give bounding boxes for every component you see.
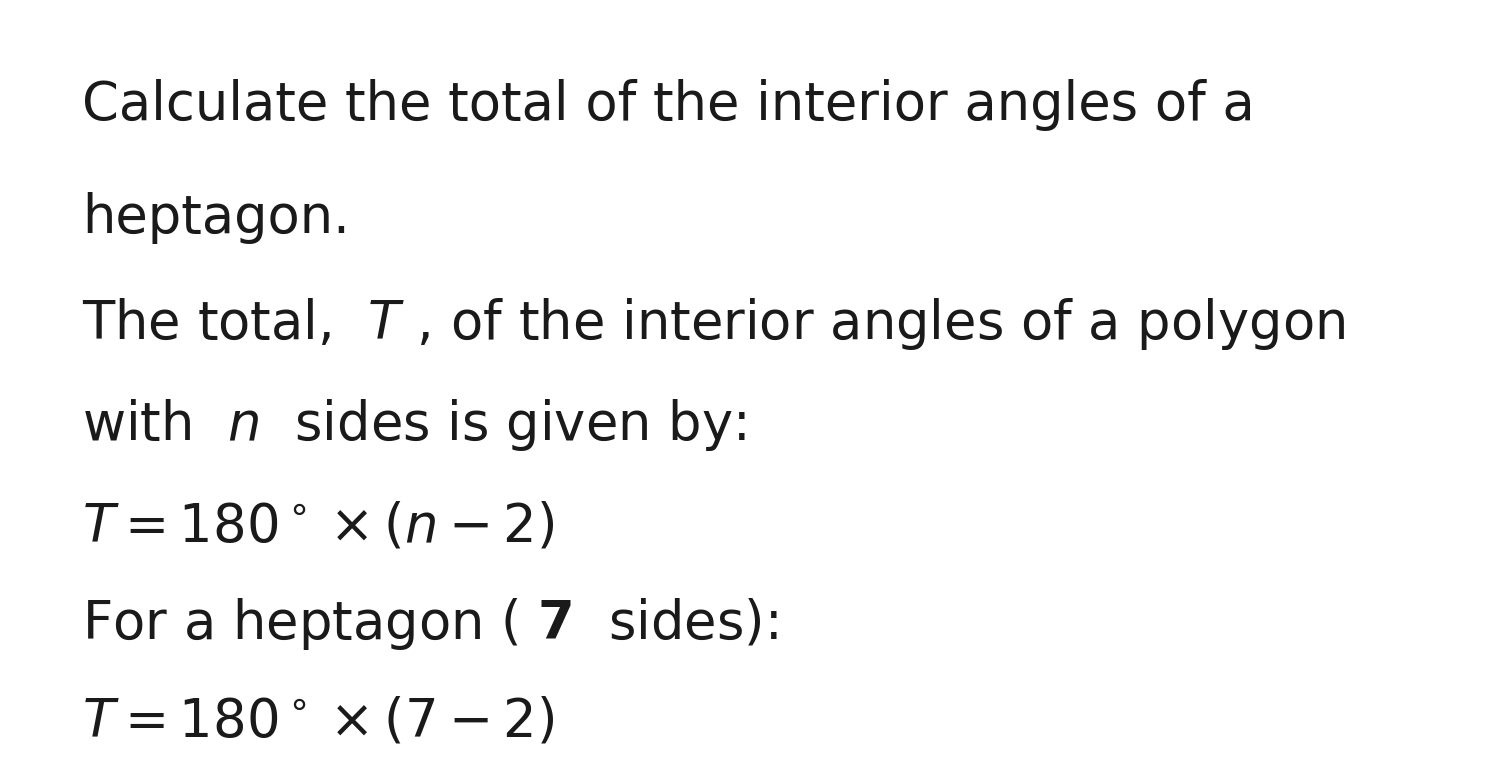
Text: with  $\mathit{n}$  sides is given by:: with $\mathit{n}$ sides is given by: — [82, 397, 747, 453]
Text: $\mathit{T} = 180^\circ \times (7-2)$: $\mathit{T} = 180^\circ \times (7-2)$ — [82, 696, 555, 747]
Text: Calculate the total of the interior angles of a: Calculate the total of the interior angl… — [82, 80, 1255, 131]
Text: The total,  $\mathit{T}$ , of the interior angles of a polygon: The total, $\mathit{T}$ , of the interio… — [82, 296, 1346, 352]
Text: For a heptagon ( $\mathbf{7}$  sides):: For a heptagon ( $\mathbf{7}$ sides): — [82, 596, 778, 652]
Text: heptagon.: heptagon. — [82, 193, 351, 244]
Text: $\mathit{T} = 180^\circ \times (\mathit{n}-2)$: $\mathit{T} = 180^\circ \times (\mathit{… — [82, 501, 555, 552]
